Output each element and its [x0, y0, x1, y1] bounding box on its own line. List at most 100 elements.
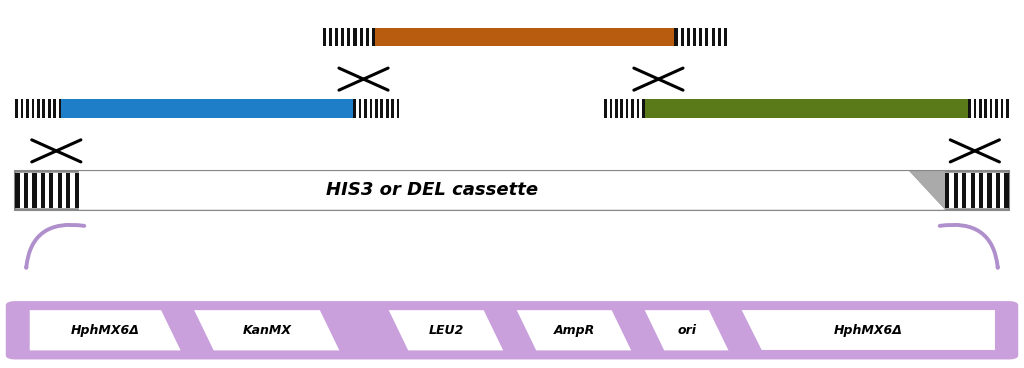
Bar — [642, 99, 645, 118]
Bar — [15, 99, 18, 118]
Bar — [329, 28, 332, 46]
Bar — [15, 99, 399, 118]
Bar — [53, 99, 56, 118]
Bar — [957, 173, 963, 208]
Bar — [645, 99, 969, 118]
Bar — [991, 173, 996, 208]
Bar — [997, 99, 1000, 118]
Bar — [724, 28, 727, 46]
Text: LEU2: LEU2 — [428, 324, 464, 337]
Bar — [979, 99, 982, 118]
Bar — [639, 99, 642, 118]
Bar — [983, 173, 987, 208]
Bar — [1006, 99, 1009, 118]
Bar — [353, 99, 356, 118]
Bar — [992, 99, 995, 118]
Bar — [626, 99, 629, 118]
Polygon shape — [79, 171, 945, 210]
Bar — [341, 28, 344, 46]
Bar — [372, 28, 375, 46]
Bar — [615, 99, 617, 118]
Bar — [67, 173, 71, 208]
Bar — [678, 28, 681, 46]
Bar — [995, 99, 997, 118]
Bar — [709, 28, 712, 46]
Bar — [35, 99, 37, 118]
Bar — [979, 173, 983, 208]
Bar — [361, 99, 365, 118]
Bar — [344, 28, 347, 46]
Bar — [75, 173, 79, 208]
Bar — [604, 99, 1009, 118]
Text: AmpR: AmpR — [553, 324, 595, 337]
Bar — [367, 99, 370, 118]
Polygon shape — [740, 309, 996, 351]
Bar — [375, 28, 675, 46]
Bar — [976, 99, 979, 118]
Bar — [681, 28, 684, 46]
Bar — [18, 99, 20, 118]
Bar — [391, 99, 394, 118]
Bar — [353, 28, 356, 46]
Bar — [982, 99, 984, 118]
Bar — [375, 99, 378, 118]
Bar — [718, 28, 721, 46]
Bar — [974, 99, 976, 118]
Bar — [996, 173, 1000, 208]
Bar — [45, 99, 48, 118]
Text: HphMX6Δ: HphMX6Δ — [71, 324, 140, 337]
Bar — [1005, 173, 1009, 208]
Bar — [984, 99, 987, 118]
Bar — [394, 99, 396, 118]
Bar — [949, 173, 953, 208]
Bar — [629, 99, 631, 118]
Bar — [61, 99, 353, 118]
Bar — [690, 28, 693, 46]
Polygon shape — [515, 309, 633, 351]
Bar — [953, 173, 957, 208]
Bar — [15, 173, 19, 208]
Bar — [609, 99, 612, 118]
Bar — [50, 99, 53, 118]
Bar — [637, 99, 639, 118]
Bar — [975, 173, 979, 208]
Bar — [383, 99, 386, 118]
Bar — [29, 99, 32, 118]
Bar — [323, 28, 727, 46]
Bar — [326, 28, 329, 46]
Bar — [386, 99, 388, 118]
Bar — [359, 28, 362, 46]
Bar — [41, 173, 45, 208]
Bar — [335, 28, 338, 46]
Bar — [971, 99, 974, 118]
Text: ori: ori — [677, 324, 696, 337]
Bar — [388, 99, 391, 118]
Bar — [607, 99, 609, 118]
Bar — [338, 28, 341, 46]
Bar — [332, 28, 335, 46]
Bar — [362, 28, 366, 46]
Bar — [378, 99, 380, 118]
Bar — [721, 28, 724, 46]
Bar — [696, 28, 699, 46]
Bar — [32, 99, 35, 118]
Bar — [967, 173, 971, 208]
Bar — [45, 173, 49, 208]
Polygon shape — [193, 309, 341, 351]
Bar — [365, 99, 367, 118]
Polygon shape — [909, 171, 945, 210]
Text: KanMX: KanMX — [243, 324, 291, 337]
Bar — [20, 99, 24, 118]
Bar — [945, 173, 949, 208]
Text: HIS3 or DEL cassette: HIS3 or DEL cassette — [327, 181, 539, 199]
Bar — [612, 99, 615, 118]
Bar — [631, 99, 634, 118]
Bar — [53, 173, 57, 208]
Bar — [33, 173, 37, 208]
Polygon shape — [643, 309, 730, 351]
Bar — [987, 173, 991, 208]
Polygon shape — [387, 309, 505, 351]
Bar — [1000, 173, 1005, 208]
Bar — [61, 173, 67, 208]
Bar — [706, 28, 709, 46]
